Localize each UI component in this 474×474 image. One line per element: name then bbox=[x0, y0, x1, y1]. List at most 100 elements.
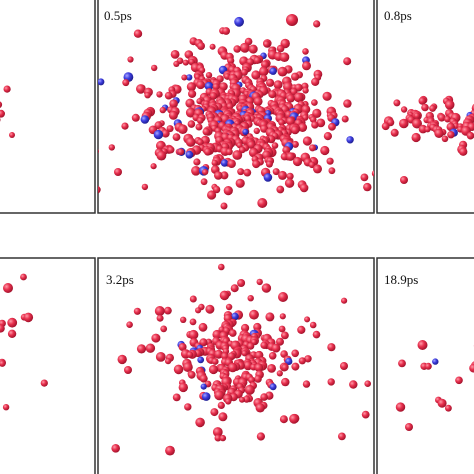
atom bbox=[207, 190, 217, 200]
atom bbox=[395, 402, 406, 412]
atom bbox=[154, 121, 163, 130]
atom bbox=[286, 94, 295, 103]
atom bbox=[212, 329, 222, 340]
atom bbox=[341, 297, 348, 304]
atom bbox=[249, 309, 259, 320]
atom bbox=[237, 279, 246, 287]
atom bbox=[205, 304, 215, 314]
atom bbox=[343, 57, 352, 66]
atom bbox=[424, 126, 431, 133]
atom bbox=[209, 92, 218, 100]
atom bbox=[208, 364, 219, 375]
atom bbox=[263, 173, 273, 182]
atom bbox=[363, 182, 372, 192]
atom bbox=[266, 78, 275, 87]
atom bbox=[278, 119, 285, 126]
atom bbox=[178, 343, 187, 351]
atom bbox=[269, 383, 277, 391]
atom bbox=[311, 77, 320, 86]
atom bbox=[323, 132, 332, 141]
atom bbox=[293, 92, 304, 103]
atom bbox=[197, 356, 205, 364]
atom bbox=[212, 427, 223, 437]
atom bbox=[0, 360, 6, 367]
atom bbox=[225, 398, 232, 405]
atom bbox=[265, 160, 273, 168]
atom bbox=[254, 375, 262, 383]
atom bbox=[159, 106, 166, 114]
atom bbox=[117, 354, 127, 365]
atom bbox=[341, 115, 349, 123]
atom bbox=[381, 122, 390, 131]
atom bbox=[340, 362, 348, 370]
atom bbox=[160, 325, 168, 333]
atom bbox=[122, 79, 130, 87]
atom bbox=[437, 398, 447, 408]
atom bbox=[233, 45, 241, 53]
atom bbox=[289, 413, 299, 424]
atom bbox=[298, 123, 308, 132]
atom bbox=[235, 178, 245, 188]
atom bbox=[164, 91, 173, 100]
atom bbox=[447, 131, 455, 139]
atom bbox=[271, 142, 279, 149]
atom bbox=[185, 150, 194, 159]
atom bbox=[219, 290, 230, 301]
atom bbox=[199, 338, 208, 347]
atom bbox=[292, 156, 303, 167]
atom bbox=[0, 117, 1, 122]
atom bbox=[187, 120, 196, 128]
atom bbox=[140, 115, 150, 124]
atom bbox=[313, 20, 321, 28]
atom bbox=[302, 61, 311, 71]
atom bbox=[281, 363, 289, 371]
atom bbox=[346, 136, 354, 144]
atom bbox=[220, 202, 228, 210]
atom bbox=[298, 357, 306, 365]
atom bbox=[20, 273, 27, 281]
atom bbox=[200, 178, 208, 186]
atom bbox=[434, 128, 444, 138]
atom bbox=[200, 383, 207, 390]
atom bbox=[279, 52, 290, 62]
atom bbox=[188, 89, 197, 98]
atom bbox=[0, 101, 3, 108]
atom bbox=[248, 44, 258, 54]
atom bbox=[291, 140, 299, 148]
atom bbox=[223, 186, 233, 196]
atom bbox=[189, 318, 197, 326]
atom bbox=[9, 132, 15, 138]
atom bbox=[286, 172, 294, 180]
atom bbox=[278, 292, 288, 302]
atom bbox=[196, 80, 205, 90]
atom bbox=[278, 325, 286, 333]
atom bbox=[371, 170, 374, 177]
atom bbox=[311, 99, 318, 106]
atom bbox=[212, 185, 221, 194]
atom bbox=[211, 358, 219, 365]
atom bbox=[360, 173, 369, 182]
atom bbox=[0, 109, 5, 118]
atom bbox=[144, 92, 151, 99]
atom bbox=[98, 149, 99, 154]
atom bbox=[178, 124, 188, 134]
atom bbox=[256, 278, 263, 286]
atom bbox=[184, 403, 192, 411]
atom bbox=[165, 445, 175, 456]
atom bbox=[243, 168, 252, 177]
atom bbox=[272, 168, 280, 176]
atom bbox=[195, 417, 205, 428]
atom bbox=[405, 423, 413, 431]
atom bbox=[212, 83, 220, 91]
atom bbox=[229, 329, 237, 337]
atom bbox=[279, 415, 288, 424]
panel-frame bbox=[97, 0, 375, 214]
atom bbox=[177, 148, 185, 156]
atom-cluster bbox=[111, 263, 372, 456]
atom bbox=[231, 312, 239, 321]
atom bbox=[98, 185, 101, 194]
atom bbox=[257, 198, 268, 208]
atom bbox=[7, 329, 17, 338]
atom bbox=[276, 370, 283, 377]
